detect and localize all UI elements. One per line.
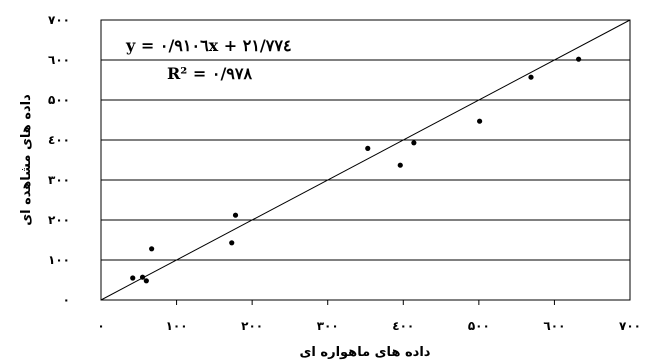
y-ticks: ۰ ۱۰۰ ۲۰۰ ۳۰۰ ٤۰۰ ۵۰۰ ٦۰۰ ۷۰۰ — [48, 13, 70, 307]
data-point-6 — [365, 145, 371, 151]
y-tick-label-3: ۳۰۰ — [48, 173, 70, 187]
y-tick-label-1: ۱۰۰ — [48, 253, 70, 267]
data-point-11 — [576, 56, 582, 62]
x-tick-label-1: ۱۰۰ — [166, 319, 188, 333]
x-axis-title: داده های ماهواره ای — [300, 345, 431, 360]
x-tick-label-6: ٦۰۰ — [543, 319, 565, 333]
grid-lines — [101, 59, 630, 261]
data-point-10 — [528, 74, 534, 80]
x-tick-label-2: ۲۰۰ — [241, 319, 263, 333]
data-point-8 — [411, 140, 417, 146]
x-tick-label-3: ۳۰۰ — [317, 319, 339, 333]
data-point-5 — [232, 212, 239, 218]
x-tick-label-0: ۰ — [97, 319, 104, 333]
y-tick-label-7: ۷۰۰ — [48, 13, 70, 27]
y-tick-label-4: ٤۰۰ — [48, 133, 70, 147]
data-point-1 — [139, 274, 146, 280]
data-point-9 — [477, 118, 483, 124]
plot-frame — [100, 19, 631, 301]
y-tick-label-6: ٦۰۰ — [48, 53, 70, 67]
data-point-4 — [229, 240, 235, 246]
data-point-3 — [149, 246, 155, 252]
y-tick-label-5: ۵۰۰ — [48, 93, 70, 107]
data-points — [130, 56, 582, 284]
x-tick-label-4: ٤۰۰ — [392, 319, 414, 333]
data-point-0 — [130, 275, 136, 281]
x-tick-label-7: ۷۰۰ — [619, 319, 641, 333]
data-point-7 — [397, 162, 403, 168]
reference-line — [100, 19, 631, 301]
regression-equation: y = ۰/۹۱۰٦x + ۲۱/۷۷٤ — [125, 36, 292, 55]
x-tick-label-5: ۵۰۰ — [468, 319, 490, 333]
r-squared: R² = ۰/۹۷۸ — [167, 64, 252, 83]
y-tick-label-2: ۲۰۰ — [48, 213, 70, 227]
data-point-2 — [143, 278, 149, 284]
y-tick-label-0: ۰ — [63, 293, 70, 307]
x-ticks: ۰ ۱۰۰ ۲۰۰ ۳۰۰ ٤۰۰ ۵۰۰ ٦۰۰ ۷۰۰ — [97, 300, 641, 333]
y-axis-title: داده های مشاهده ای — [19, 94, 34, 226]
